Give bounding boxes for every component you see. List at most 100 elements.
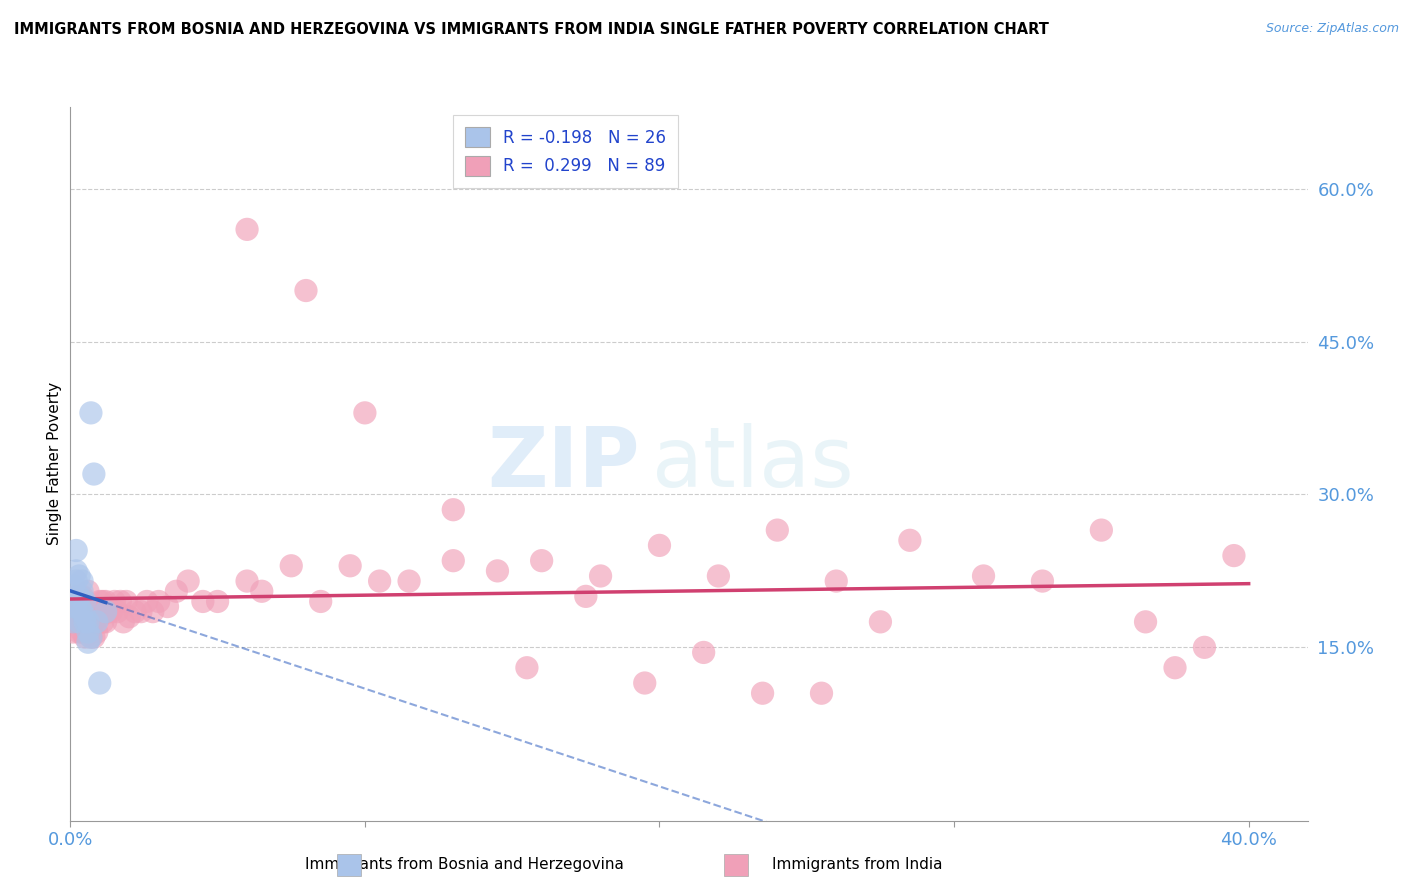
Text: Immigrants from India: Immigrants from India: [772, 857, 943, 872]
Point: [516, 661, 538, 675]
Point: [89, 609, 111, 624]
Point: [973, 569, 995, 583]
Point: [80, 630, 103, 644]
Point: [118, 609, 141, 624]
Point: [309, 594, 332, 608]
Text: atlas: atlas: [652, 424, 853, 504]
Point: [486, 564, 509, 578]
Point: [65, 609, 87, 624]
Point: [77, 615, 100, 629]
Point: [94, 594, 117, 608]
Point: [1135, 615, 1157, 629]
Point: [70, 574, 93, 588]
Point: [83, 630, 105, 644]
Point: [73, 594, 96, 608]
Point: [62, 599, 84, 614]
Point: [441, 554, 464, 568]
Point: [441, 502, 464, 516]
Point: [70, 605, 93, 619]
Point: [236, 222, 259, 236]
Point: [751, 686, 773, 700]
Point: [589, 569, 612, 583]
Point: [1090, 523, 1112, 537]
Point: [65, 594, 87, 608]
Point: [67, 615, 90, 629]
Point: [707, 569, 730, 583]
Point: [165, 584, 187, 599]
Point: [1194, 640, 1216, 655]
Point: [80, 615, 103, 629]
Point: [191, 594, 214, 608]
Point: [73, 615, 96, 629]
Point: [648, 538, 671, 552]
Point: [86, 615, 108, 629]
Point: [67, 569, 90, 583]
Point: [766, 523, 789, 537]
Point: [236, 574, 259, 588]
Point: [398, 574, 420, 588]
Point: [869, 615, 891, 629]
Point: [70, 590, 93, 604]
Point: [83, 605, 105, 619]
Point: [73, 609, 96, 624]
Point: [148, 594, 170, 608]
Point: [73, 615, 96, 629]
Point: [810, 686, 832, 700]
Text: IMMIGRANTS FROM BOSNIA AND HERZEGOVINA VS IMMIGRANTS FROM INDIA SINGLE FATHER PO: IMMIGRANTS FROM BOSNIA AND HERZEGOVINA V…: [14, 22, 1049, 37]
Point: [898, 533, 921, 548]
Point: [89, 676, 111, 690]
Point: [70, 625, 93, 640]
Point: [67, 615, 90, 629]
Point: [67, 625, 90, 640]
Point: [86, 625, 108, 640]
Point: [70, 605, 93, 619]
Text: Source: ZipAtlas.com: Source: ZipAtlas.com: [1265, 22, 1399, 36]
Point: [62, 579, 84, 593]
Point: [62, 625, 84, 640]
Point: [1164, 661, 1187, 675]
Point: [575, 590, 598, 604]
Point: [634, 676, 657, 690]
Point: [280, 558, 302, 573]
Point: [62, 615, 84, 629]
Point: [62, 599, 84, 614]
Point: [94, 605, 117, 619]
Point: [77, 605, 100, 619]
Point: [65, 543, 87, 558]
Point: [94, 615, 117, 629]
Point: [77, 584, 100, 599]
Point: [65, 590, 87, 604]
Point: [135, 594, 157, 608]
Point: [91, 615, 114, 629]
Point: [67, 590, 90, 604]
Point: [115, 594, 138, 608]
Point: [73, 594, 96, 608]
Point: [83, 467, 105, 481]
Point: [295, 284, 318, 298]
Point: [70, 615, 93, 629]
Point: [177, 574, 200, 588]
Point: [89, 594, 111, 608]
Point: [65, 564, 87, 578]
Point: [67, 599, 90, 614]
Point: [70, 584, 93, 599]
Point: [91, 594, 114, 608]
Point: [73, 630, 96, 644]
Point: [124, 605, 146, 619]
Point: [825, 574, 848, 588]
Point: [1223, 549, 1246, 563]
Point: [97, 605, 120, 619]
Point: [77, 615, 100, 629]
Point: [354, 406, 377, 420]
Point: [83, 615, 105, 629]
Point: [368, 574, 391, 588]
Point: [1031, 574, 1053, 588]
Point: [129, 605, 152, 619]
Point: [73, 605, 96, 619]
Point: [80, 599, 103, 614]
Point: [110, 594, 132, 608]
Point: [67, 590, 90, 604]
Point: [250, 584, 273, 599]
Legend: R = -0.198   N = 26, R =  0.299   N = 89: R = -0.198 N = 26, R = 0.299 N = 89: [453, 115, 678, 187]
Point: [77, 635, 100, 649]
